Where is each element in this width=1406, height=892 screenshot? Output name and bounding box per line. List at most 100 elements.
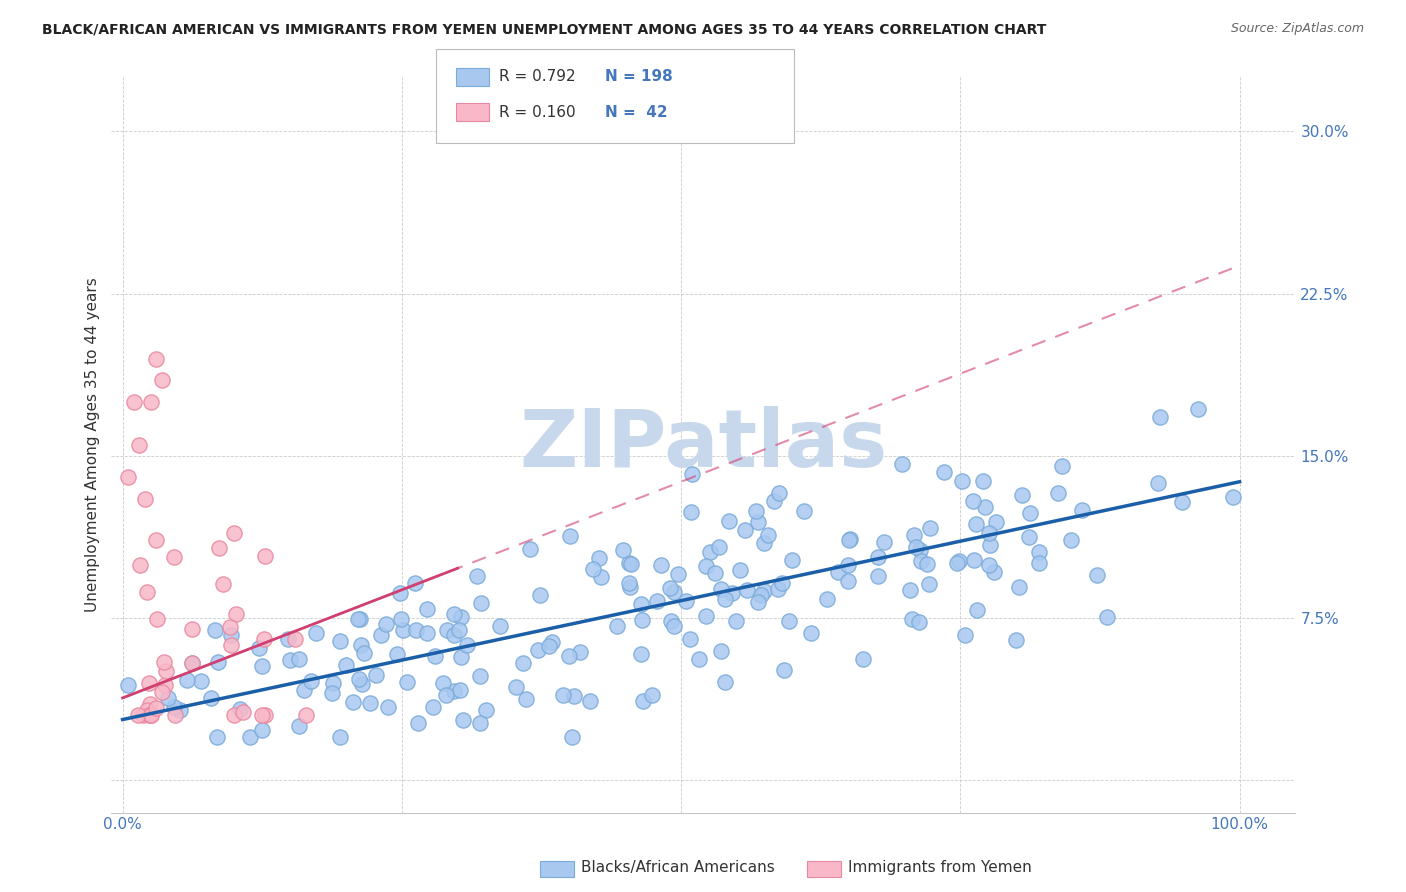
- Point: [619, 556, 641, 570]
- Point: [766, 582, 789, 596]
- Point: [1018, 530, 1040, 544]
- Point: [972, 475, 994, 489]
- Point: [284, 632, 307, 647]
- Point: [200, 690, 222, 705]
- Point: [778, 614, 800, 628]
- Point: [470, 596, 492, 610]
- Point: [447, 624, 470, 638]
- Point: [955, 628, 977, 642]
- Point: [837, 574, 859, 589]
- Point: [342, 695, 364, 709]
- Point: [211, 577, 233, 591]
- Point: [190, 674, 212, 689]
- Text: N =  42: N = 42: [605, 105, 668, 120]
- Point: [619, 580, 641, 594]
- Point: [169, 703, 191, 717]
- Point: [224, 708, 246, 723]
- Point: [405, 623, 427, 637]
- Point: [134, 491, 156, 506]
- Y-axis label: Unemployment Among Ages 35 to 44 years: Unemployment Among Ages 35 to 44 years: [86, 277, 100, 613]
- Point: [915, 557, 938, 571]
- Point: [977, 525, 1000, 540]
- Point: [756, 528, 779, 542]
- Text: BLACK/AFRICAN AMERICAN VS IMMIGRANTS FROM YEMEN UNEMPLOYMENT AMONG AGES 35 TO 44: BLACK/AFRICAN AMERICAN VS IMMIGRANTS FRO…: [42, 22, 1046, 37]
- Point: [903, 528, 925, 542]
- Point: [451, 713, 474, 727]
- Point: [1222, 490, 1244, 504]
- Point: [388, 585, 411, 599]
- Point: [817, 591, 839, 606]
- Point: [709, 540, 731, 554]
- Point: [1005, 632, 1028, 647]
- Point: [910, 554, 932, 568]
- Point: [558, 529, 581, 543]
- Point: [292, 683, 315, 698]
- Point: [562, 689, 585, 703]
- Text: Blacks/African Americans: Blacks/African Americans: [581, 860, 775, 874]
- Point: [852, 652, 875, 666]
- Point: [1028, 556, 1050, 570]
- Point: [620, 558, 643, 572]
- Point: [582, 562, 605, 576]
- Point: [253, 632, 276, 647]
- Point: [377, 699, 399, 714]
- Point: [668, 566, 690, 581]
- Point: [1071, 503, 1094, 517]
- Point: [122, 394, 145, 409]
- Point: [710, 582, 733, 596]
- Point: [416, 602, 439, 616]
- Point: [606, 619, 628, 633]
- Point: [456, 638, 478, 652]
- Point: [157, 691, 180, 706]
- Point: [752, 584, 775, 599]
- Point: [1046, 486, 1069, 500]
- Point: [983, 565, 1005, 579]
- Point: [735, 582, 758, 597]
- Point: [519, 542, 541, 557]
- Point: [138, 676, 160, 690]
- Point: [662, 619, 685, 633]
- Point: [443, 607, 465, 621]
- Point: [749, 588, 772, 602]
- Point: [1147, 476, 1170, 491]
- Point: [176, 673, 198, 688]
- Point: [714, 592, 737, 607]
- Point: [352, 677, 374, 691]
- Point: [747, 515, 769, 529]
- Point: [254, 708, 277, 723]
- Point: [512, 656, 534, 670]
- Point: [128, 438, 150, 452]
- Point: [800, 626, 823, 640]
- Point: [979, 558, 1001, 572]
- Point: [541, 635, 564, 649]
- Point: [974, 500, 997, 514]
- Point: [950, 475, 973, 489]
- Point: [347, 673, 370, 687]
- Point: [254, 549, 277, 564]
- Point: [321, 686, 343, 700]
- Point: [659, 614, 682, 628]
- Point: [117, 678, 139, 692]
- Point: [675, 594, 697, 608]
- Point: [695, 608, 717, 623]
- Point: [734, 523, 756, 537]
- Point: [793, 504, 815, 518]
- Point: [640, 688, 662, 702]
- Point: [288, 652, 311, 666]
- Point: [470, 669, 492, 683]
- Point: [370, 628, 392, 642]
- Point: [979, 538, 1001, 552]
- Point: [404, 575, 426, 590]
- Point: [650, 558, 672, 572]
- Point: [1085, 567, 1108, 582]
- Point: [1011, 488, 1033, 502]
- Point: [155, 664, 177, 678]
- Point: [724, 614, 747, 628]
- Point: [465, 569, 488, 583]
- Point: [162, 700, 184, 714]
- Point: [721, 586, 744, 600]
- Point: [252, 723, 274, 737]
- Point: [422, 699, 444, 714]
- Point: [908, 615, 931, 630]
- Point: [1019, 506, 1042, 520]
